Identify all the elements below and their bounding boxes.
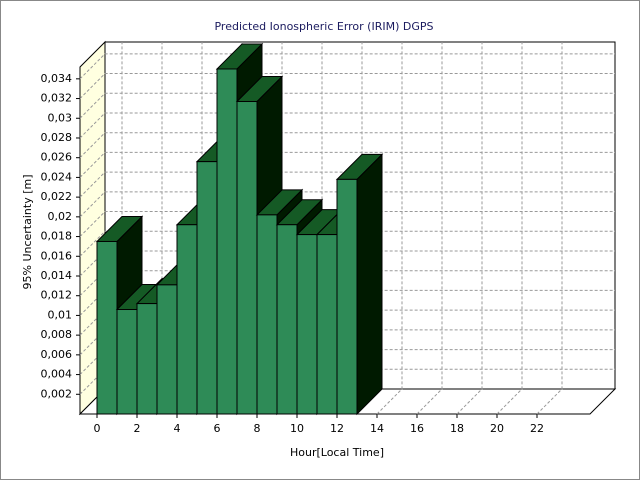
x-tick-label: 12 xyxy=(330,422,344,435)
x-tick-label: 2 xyxy=(134,422,141,435)
bar xyxy=(116,309,138,415)
y-tick-label: 0,012 xyxy=(41,289,73,302)
bar xyxy=(216,68,238,415)
grid-line xyxy=(79,230,615,257)
y-tick-label: 0,004 xyxy=(41,368,73,381)
y-tick-label: 0,002 xyxy=(41,387,73,400)
bar xyxy=(136,303,158,415)
y-tick-label: 0,03 xyxy=(48,111,73,124)
x-tick-label: 6 xyxy=(214,422,221,435)
bar xyxy=(256,214,278,415)
bar xyxy=(176,224,198,415)
grid-line xyxy=(79,73,615,99)
bar xyxy=(96,240,118,415)
y-tick-label: 0,018 xyxy=(41,230,73,243)
bar xyxy=(276,224,298,415)
x-tick-label: 16 xyxy=(410,422,424,435)
grid-line xyxy=(79,132,615,159)
y-tick-label: 0,014 xyxy=(41,269,73,282)
grid-line xyxy=(79,53,615,80)
y-tick-label: 0,034 xyxy=(41,72,73,85)
y-tick-label: 0,022 xyxy=(41,190,73,203)
y-tick-label: 0,032 xyxy=(41,92,73,105)
x-tick-label: 18 xyxy=(450,422,464,435)
grid-line xyxy=(456,42,483,415)
bar xyxy=(236,101,258,415)
y-tick-label: 0,028 xyxy=(41,131,73,144)
grid-line xyxy=(79,171,615,198)
y-tick-label: 0,008 xyxy=(41,328,73,341)
x-tick-label: 22 xyxy=(530,422,544,435)
y-tick-label: 0,026 xyxy=(41,151,73,164)
y-tick-label: 0,02 xyxy=(48,210,73,223)
y-tick-label: 0,01 xyxy=(48,308,73,321)
x-tick-label: 20 xyxy=(490,422,504,435)
grid-line xyxy=(536,42,563,415)
grid-line xyxy=(416,42,443,415)
y-axis-title: 95% Uncertainty [m] xyxy=(21,174,34,289)
bar xyxy=(156,284,178,415)
bar xyxy=(196,161,218,415)
grid-line xyxy=(79,211,615,237)
x-tick-label: 14 xyxy=(370,422,384,435)
x-axis-title: Hour[Local Time] xyxy=(290,446,384,459)
x-tick-label: 0 xyxy=(94,422,101,435)
bar xyxy=(316,234,338,415)
y-tick-label: 0,006 xyxy=(41,348,73,361)
x-tick-label: 8 xyxy=(254,422,261,435)
x-tick-label: 10 xyxy=(290,422,304,435)
bar xyxy=(336,178,358,415)
y-tick-label: 0,016 xyxy=(41,249,73,262)
y-tick-label: 0,024 xyxy=(41,170,73,183)
bar xyxy=(296,234,318,415)
grid-line xyxy=(496,42,523,415)
grid-line xyxy=(79,151,615,178)
grid-line xyxy=(376,42,403,415)
grid-line xyxy=(79,92,615,119)
grid-line xyxy=(79,191,615,218)
bar-side xyxy=(356,153,383,416)
x-tick-label: 4 xyxy=(174,422,181,435)
grid-line xyxy=(79,112,615,139)
chart-title: Predicted Ionospheric Error (IRIM) DGPS xyxy=(214,20,433,33)
